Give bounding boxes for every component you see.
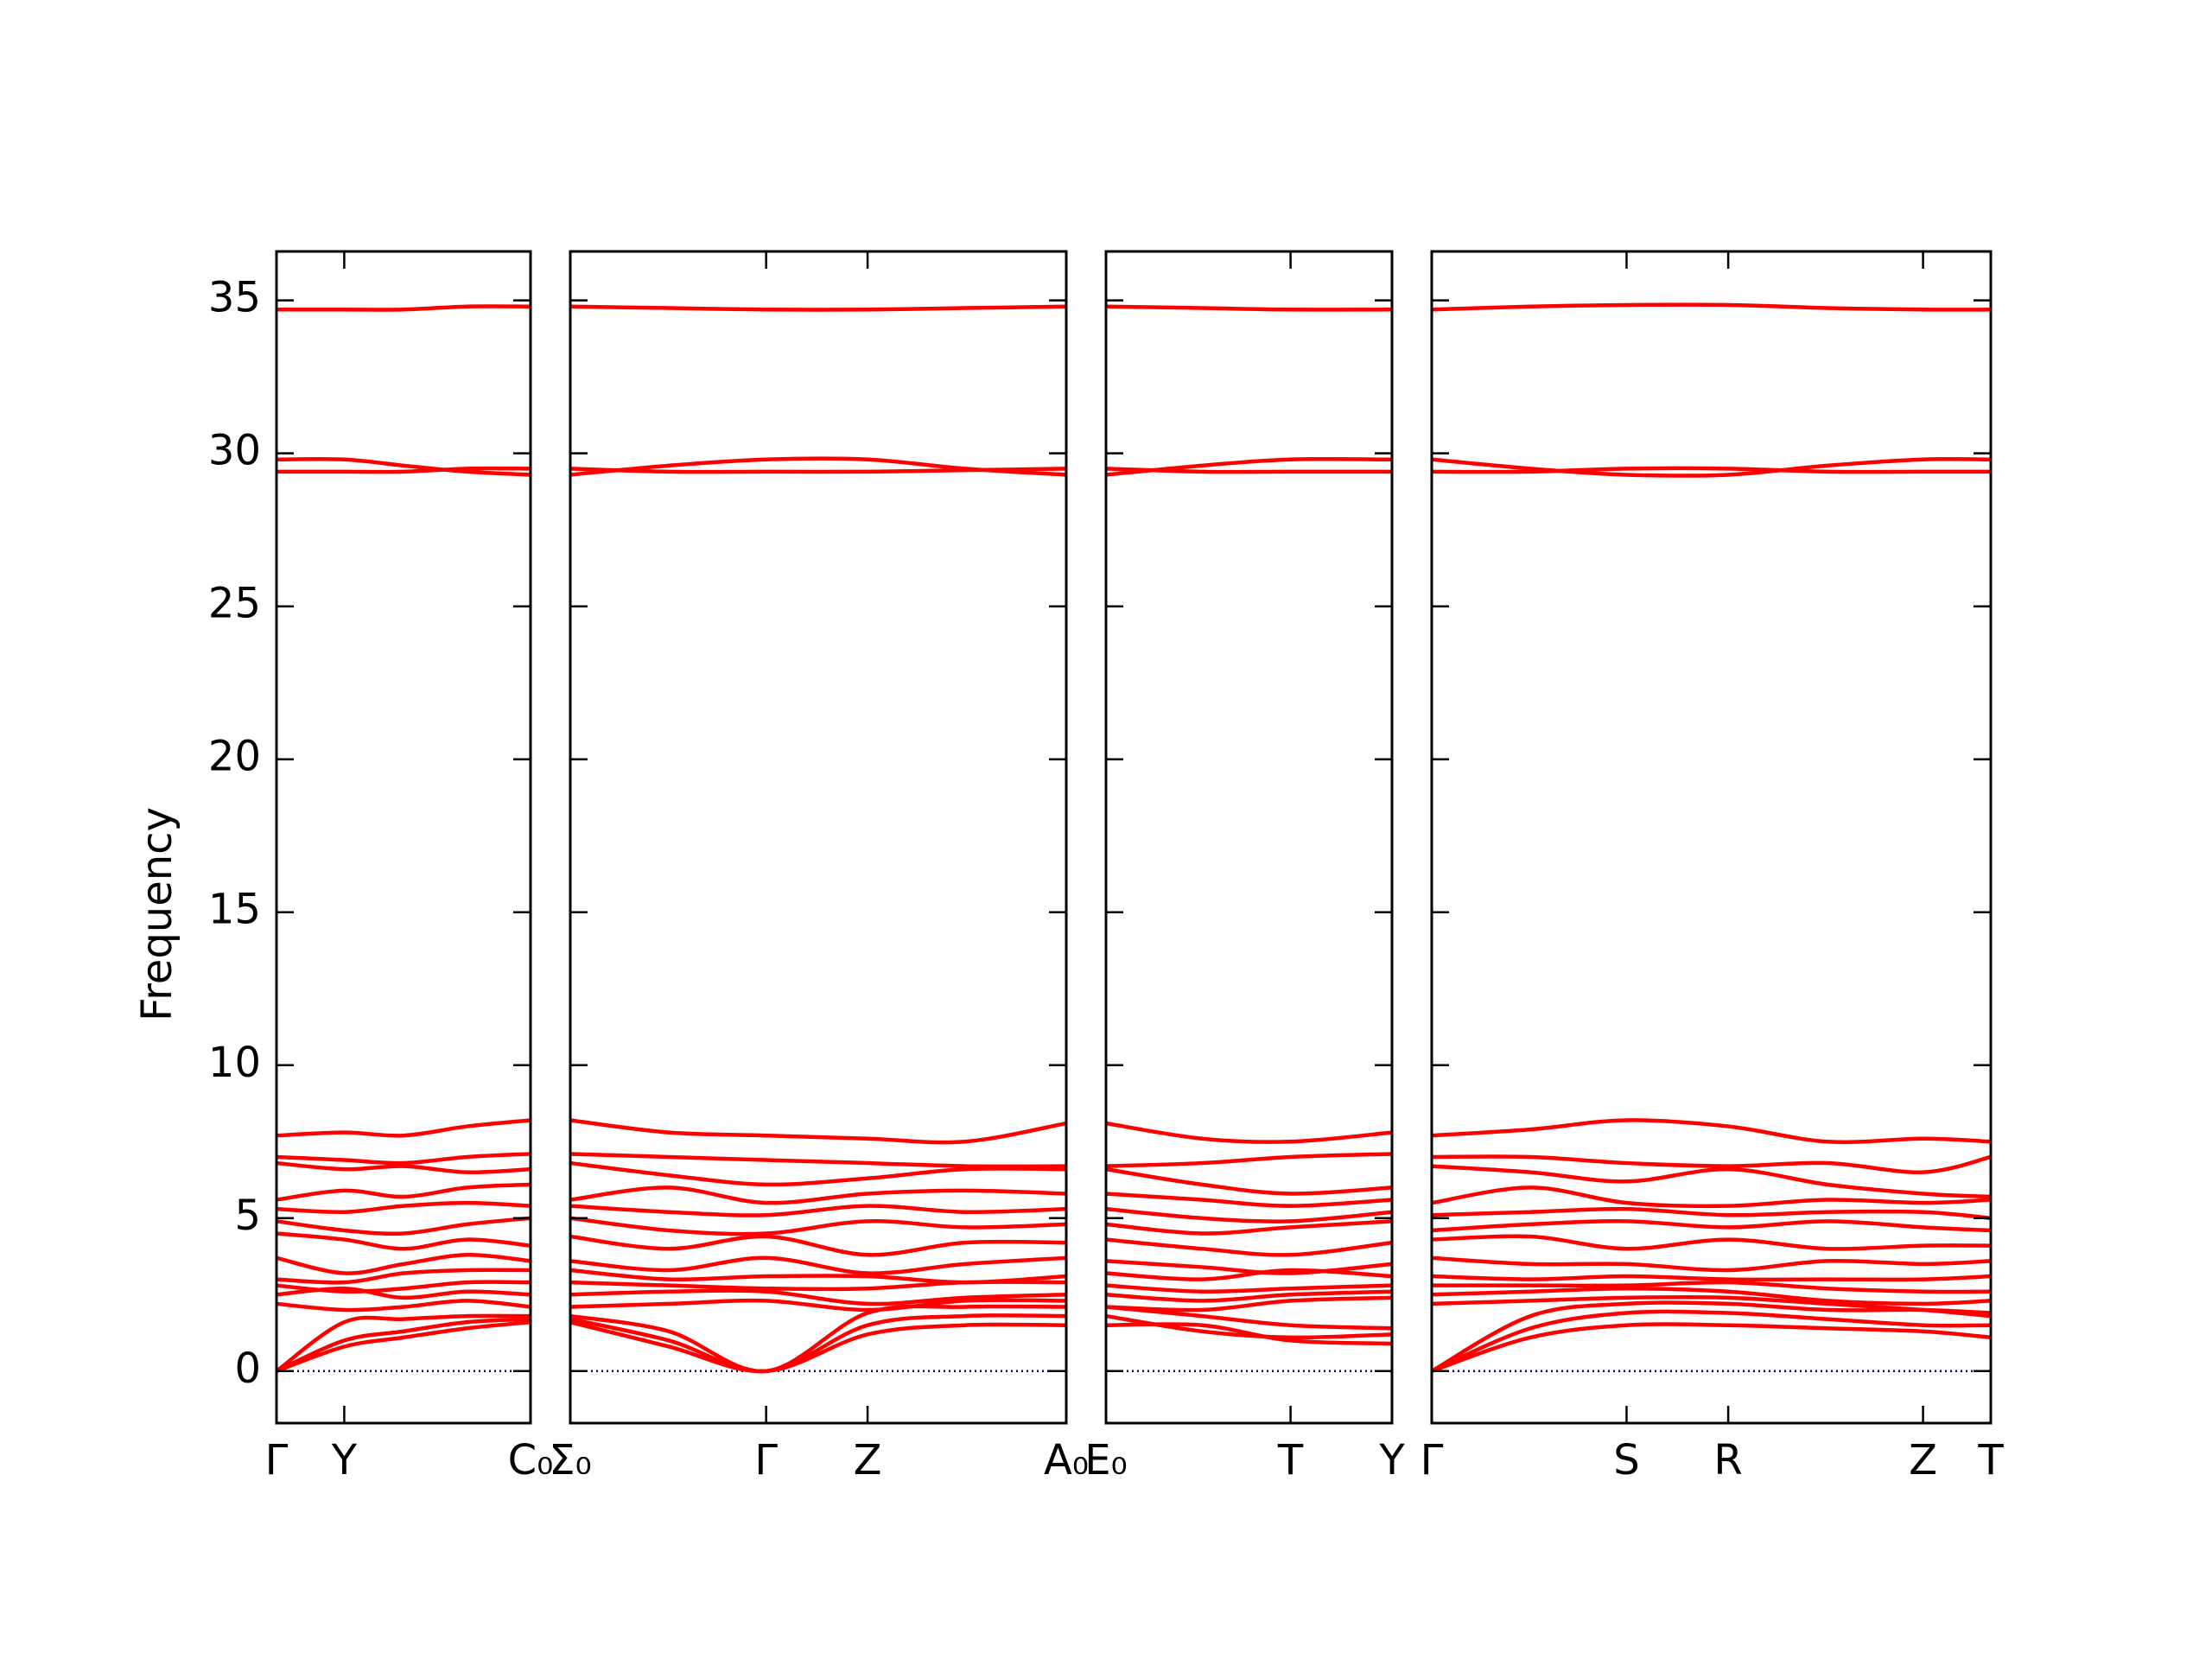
band-line — [276, 1317, 531, 1373]
y-tick-label: 35 — [208, 274, 261, 322]
band-line — [569, 1298, 1067, 1313]
band-line — [569, 1185, 1067, 1205]
band-line — [1105, 1166, 1393, 1196]
band-line — [1105, 1237, 1393, 1257]
band-line — [569, 1255, 1067, 1275]
x-tick-label: Γ — [1421, 1436, 1444, 1484]
band-line — [569, 1152, 1067, 1169]
band-line — [1431, 1274, 1992, 1282]
band-line — [1105, 1192, 1393, 1208]
band-line — [275, 1313, 531, 1373]
band-line — [1431, 1164, 1992, 1199]
y-tick-label: 5 — [234, 1192, 261, 1240]
band-line — [1105, 1289, 1393, 1303]
band-line — [276, 1299, 531, 1313]
band-line — [276, 304, 531, 312]
y-tick-label: 25 — [208, 580, 261, 628]
band-line — [1431, 302, 1992, 312]
band-line — [276, 1152, 531, 1166]
band-line — [276, 1216, 531, 1236]
x-tick-label: Y — [331, 1436, 358, 1484]
x-tick-label: T — [1977, 1436, 2004, 1484]
x-tick-label: Y — [1378, 1436, 1405, 1484]
band-line — [569, 1280, 1067, 1292]
panel-frame — [569, 250, 1068, 1425]
band-line — [1105, 1121, 1393, 1144]
band-line — [1431, 466, 1991, 474]
band-line — [1105, 467, 1392, 474]
band-line — [1105, 1259, 1393, 1275]
band-line — [569, 1288, 1067, 1306]
band-line — [1105, 1305, 1393, 1331]
x-tick-label: S — [1613, 1436, 1639, 1484]
x-tick-label: Z — [854, 1436, 882, 1484]
x-tick-label: A₀ — [1044, 1436, 1089, 1484]
band-line — [1105, 1219, 1393, 1236]
panel-frame — [1430, 250, 1993, 1425]
y-axis-label: Frequency — [133, 807, 181, 1021]
x-tick-label: C₀ — [508, 1436, 554, 1484]
band-line — [1105, 1152, 1393, 1168]
band-line — [569, 1118, 1067, 1145]
y-tick-label: 0 — [234, 1344, 261, 1393]
band-line — [1105, 1268, 1393, 1281]
y-tick-label: 10 — [208, 1039, 261, 1087]
band-line — [1431, 1118, 1992, 1145]
band-line — [1105, 304, 1393, 312]
y-tick-label: 30 — [208, 427, 261, 475]
band-line — [276, 1160, 531, 1174]
band-line — [276, 1118, 531, 1138]
band-line — [1431, 1218, 1992, 1233]
band-line — [1105, 1206, 1393, 1224]
band-line — [1431, 1234, 1992, 1251]
band-line — [1431, 1280, 1992, 1294]
band-line — [1431, 456, 1992, 478]
band-line — [1430, 1300, 1992, 1373]
band-line — [276, 1319, 531, 1373]
x-tick-label: Γ — [754, 1436, 778, 1484]
panel-frame — [275, 250, 532, 1425]
band-line — [276, 456, 531, 477]
band-line — [569, 1313, 1067, 1374]
band-line — [1105, 1283, 1393, 1294]
band-line — [1105, 1322, 1393, 1346]
band-line — [1431, 1206, 1992, 1221]
band-line — [1431, 1286, 1992, 1306]
x-tick-label: Γ — [265, 1436, 289, 1484]
band-line — [276, 1182, 531, 1202]
y-tick-label: 20 — [208, 733, 261, 781]
band-line — [276, 466, 531, 474]
band-line — [276, 1286, 531, 1300]
band-line — [569, 1216, 1067, 1236]
band-line — [276, 1268, 531, 1285]
band-line — [276, 1253, 531, 1275]
band-line — [569, 304, 1067, 312]
band-line — [1431, 1322, 1992, 1373]
x-tick-label: T — [1277, 1436, 1304, 1484]
band-line — [569, 1160, 1067, 1187]
panel-frame — [1104, 250, 1394, 1425]
y-tick-label: 15 — [208, 886, 261, 934]
band-line — [569, 1234, 1067, 1257]
band-line — [569, 1319, 1067, 1374]
band-line — [276, 1200, 531, 1215]
band-line — [1431, 1185, 1992, 1209]
x-tick-label: Σ₀ — [549, 1436, 592, 1484]
band-line — [1431, 1154, 1992, 1174]
x-tick-label: Z — [1909, 1436, 1937, 1484]
band-line — [276, 1231, 531, 1251]
band-line — [569, 1204, 1067, 1217]
band-line — [569, 1304, 1067, 1374]
band-line — [569, 467, 1067, 474]
band-line — [1431, 1309, 1992, 1373]
x-tick-label: R — [1713, 1436, 1742, 1484]
x-tick-label: E₀ — [1084, 1436, 1128, 1484]
band-line — [1431, 1255, 1992, 1273]
